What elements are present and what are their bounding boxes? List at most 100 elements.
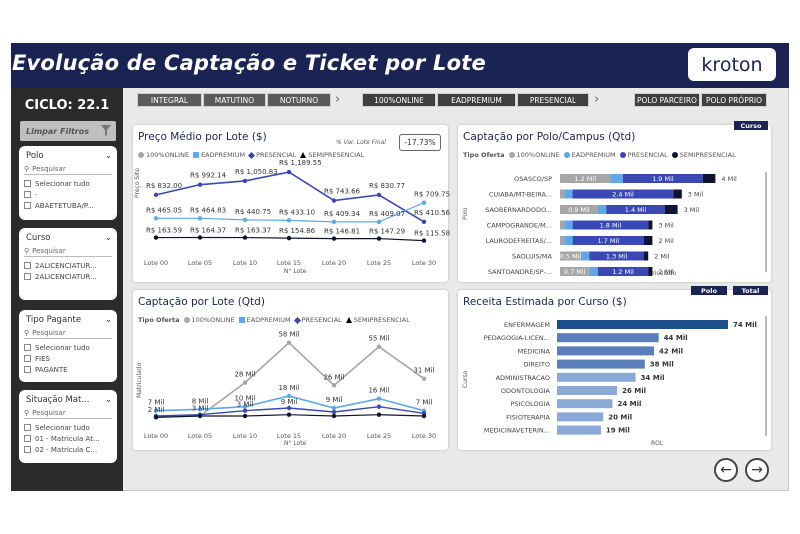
checkbox[interactable] [24,273,31,280]
list-item[interactable]: - [24,189,112,200]
bar-segment [597,205,607,214]
data-point [421,413,427,419]
data-point [197,235,203,240]
square-icon [193,152,200,158]
checkbox[interactable] [24,180,31,187]
square-icon [238,317,245,323]
legend-item: PRESENCIAL [248,151,296,159]
legend-item: 100%ONLINE [138,151,189,159]
polo-parceiro-button[interactable]: POLO PARCEIRO [634,93,700,107]
list-item[interactable]: 2ALICENCIATUR... [24,260,112,271]
list-item[interactable]: 01 - Matricula At... [24,433,112,444]
data-label: 16 Mil [368,387,389,395]
checkbox[interactable] [24,366,31,373]
report-header [11,43,789,88]
chevron-down-icon[interactable]: ⌄ [104,315,112,325]
scrollbar[interactable] [765,316,767,436]
list-item[interactable]: Selecionar tudo [24,178,112,189]
bar [557,346,655,356]
list-item[interactable]: FIES [24,353,112,364]
data-point [331,198,337,203]
total-tag[interactable]: Total [733,286,768,295]
bar [557,412,604,422]
polo-tag[interactable]: Polo [691,286,727,295]
dot-icon [563,152,570,158]
modality-eadpremium-button[interactable]: EADPREMIUM [437,93,516,107]
data-point [153,216,159,221]
slicer-curso[interactable]: Curso ⌄ ⚲ Pesquisar 2ALICENCIATUR... 2ALIC… [19,228,117,300]
tick-label: Lote 30 [412,432,436,440]
data-label: R$ 115.58 [414,230,450,238]
row-label: FISIOTERAPIA [506,413,550,421]
row-label: MEDICINA [518,347,551,355]
bar-segment [702,174,716,183]
data-label: R$ 163.37 [235,227,271,235]
legend-title: Tipo Oferta [138,316,180,324]
curso-tag[interactable]: Curso [734,121,768,130]
list-item[interactable]: 2ALICENCIATUR... [24,271,112,282]
bar-segment [610,174,623,183]
polo-proprio-button[interactable]: POLO PRÓPRIO [701,93,767,107]
bar-segment [673,189,682,199]
data-label: R$ 743.66 [324,188,361,196]
arrow-left-icon: ← [720,462,732,478]
search-input[interactable]: ⚲ Pesquisar [24,165,112,175]
slicer-situacao-matricula[interactable]: Situação Mat... ⌄ ⚲ Pesquisar Selecionar t… [19,390,117,463]
chevron-down-icon[interactable]: ⌄ [104,151,112,161]
scrollbar[interactable] [765,172,767,272]
list-item[interactable]: ABAETETUBA/P... [24,200,112,211]
previous-page-button[interactable]: ← [714,458,738,482]
segment-label: 2.4 Mil [612,191,634,199]
data-label: R$ 433.10 [279,208,315,216]
value-label: 34 Mil [641,374,665,382]
list-item[interactable]: Selecionar tudo [24,422,112,433]
chevron-right-icon: › [594,92,600,107]
data-label: R$ 146.81 [324,228,360,236]
data-label: 7 Mil [148,399,165,407]
search-icon: ⚲ [24,329,30,337]
clear-filters-button[interactable]: Limpar Filtros [20,121,116,141]
chevron-down-icon[interactable]: ⌄ [104,233,112,243]
modality-presencial-button[interactable]: PRESENCIAL [517,93,589,107]
modality-online-button[interactable]: 100%ONLINE [362,93,436,107]
list-item[interactable]: Selecionar tudo [24,342,112,353]
data-label: R$ 830.77 [369,182,405,190]
data-label: 8 Mil [192,397,209,405]
shift-matutino-button[interactable]: MATUTINO [203,93,266,107]
shift-noturno-button[interactable]: NOTURNO [267,93,331,107]
legend-item: 100%ONLINE [508,151,560,159]
data-label: 58 Mil [278,331,299,339]
data-point [242,178,248,184]
chevron-down-icon[interactable]: ⌄ [104,395,112,405]
legend-item: EADPREMIUM [238,316,291,324]
row-label: LAURODEFREITAS/... [486,237,552,245]
x-axis-label: N° Lote [284,440,307,447]
search-input[interactable]: ⚲ Pesquisar [24,247,112,257]
checkbox[interactable] [24,424,31,431]
legend-item: PRESENCIAL [619,151,668,159]
checkbox[interactable] [24,262,31,269]
checkbox[interactable] [24,435,31,442]
checkbox[interactable] [24,344,31,351]
slicer-title: Curso [26,233,51,243]
bar-segment [564,220,573,230]
var-value-card: -17.73% [399,134,441,151]
next-page-button[interactable]: → [745,458,769,482]
checkbox[interactable] [24,191,31,198]
data-label: R$ 409.07 [369,210,405,218]
search-input[interactable]: ⚲ Pesquisar [24,409,112,419]
slicer-tipo-pagante[interactable]: Tipo Pagante ⌄ ⚲ Pesquisar Selecionar tudo… [19,310,117,382]
shift-integral-button[interactable]: INTEGRAL [137,93,202,107]
slicer-polo[interactable]: Polo ⌄ ⚲ Pesquisar Selecionar tudo - ABAET… [19,146,117,220]
data-label: R$ 465.05 [146,206,182,214]
data-label: R$ 163.59 [146,227,182,235]
checkbox[interactable] [24,446,31,453]
list-item[interactable]: PAGANTE [24,364,112,375]
list-item[interactable]: 02 - Matricula C... [24,444,112,455]
bar-segment [560,174,611,183]
checkbox[interactable] [24,202,31,209]
search-input[interactable]: ⚲ Pesquisar [24,329,112,339]
bar-segment [644,236,653,245]
checkbox[interactable] [24,355,31,362]
polo-legend: Tipo Oferta 100%ONLINE EADPREMIUM PRESEN… [463,151,736,159]
